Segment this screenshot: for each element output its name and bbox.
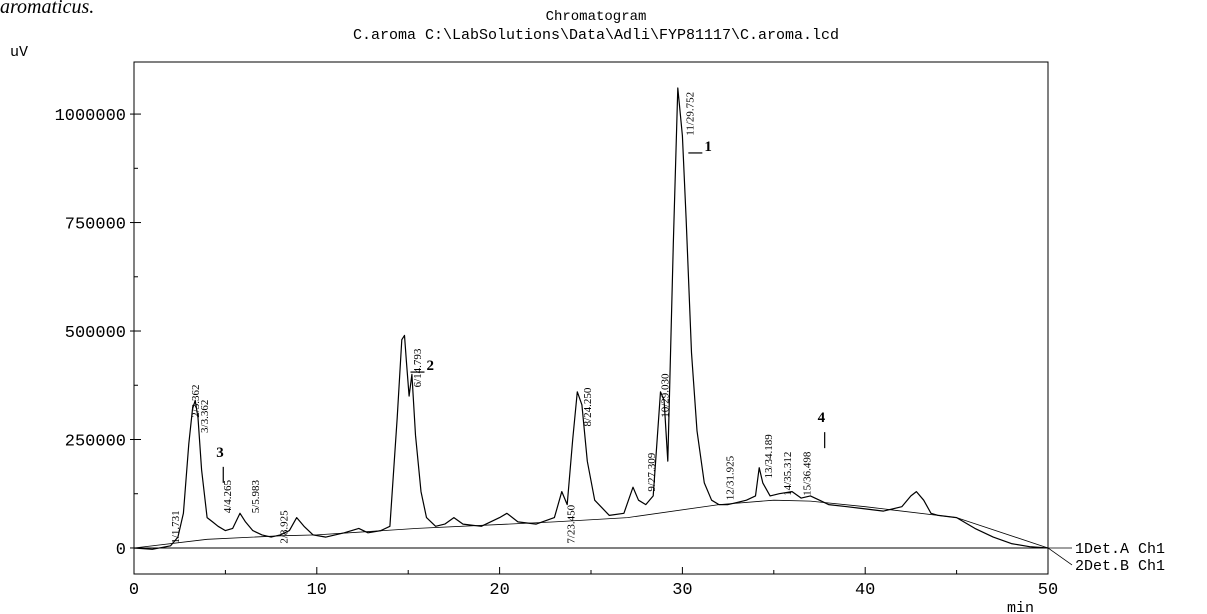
chart-subtitle: C.aroma C:\LabSolutions\Data\Adli\FYP811… [353,27,839,44]
x-tick-label-3: 30 [672,581,692,600]
series-line-0 [133,87,1049,550]
annotation-2: 2 [426,358,434,374]
y-tick-label-2: 500000 [65,324,126,343]
y-tick-label-0: 0 [116,541,126,560]
x-tick-label-2: 20 [489,581,509,600]
annotation-1: 1 [704,139,712,155]
x-axis-label: min [1007,600,1034,614]
peak-label-8: 7/23.450 [566,504,578,543]
peak-label-11: 10/29.030 [660,373,672,418]
peak-label-3: 3/3.362 [199,400,211,433]
x-tick-label-5: 50 [1038,581,1058,600]
peak-label-16: 15/36.498 [801,451,813,496]
peak-label-2: 2/3.362 [190,384,202,417]
x-axis-ticks: 0 10 20 30 40 50 [129,567,1058,600]
peak-label-10: 9/27.309 [646,452,658,491]
peak-label-12: 11/29.752 [684,92,696,136]
peak-label-14: 13/34.189 [763,434,775,479]
series-layer [133,87,1049,550]
peak-label-13: 12/31.925 [725,455,737,500]
y-tick-label-4: 1000000 [55,107,126,126]
caption-fragment: aromaticus. [0,0,95,18]
annotations: 1 2 3 4 [216,139,826,483]
y-axis-ticks: 0 250000 500000 750000 1000000 [55,107,141,560]
peak-label-5: 5/5.983 [250,479,262,513]
legend-entry-2: 2Det.B Ch1 [1075,558,1165,575]
plot-frame [133,61,1049,575]
integration-baseline [133,499,1049,549]
legend-leader-2 [1047,547,1073,566]
y-tick-label-1: 250000 [65,432,126,451]
peak-label-15: 14/35.312 [782,452,794,496]
baseline-layer [133,499,1049,549]
y-tick-label-3: 750000 [65,216,126,235]
x-tick-label-0: 0 [129,581,139,600]
y-axis-label: uV [10,44,28,61]
peak-label-9: 8/24.250 [582,387,594,426]
x-tick-label-4: 40 [855,581,875,600]
annotation-3: 3 [216,445,224,461]
peak-label-1: 1/1.731 [170,510,182,543]
legend-entry-1: 1Det.A Ch1 [1075,541,1165,558]
peak-label-4: 4/4.265 [222,479,234,513]
chart-title: Chromatogram [546,9,647,25]
peak-label-7: 6/14.793 [412,348,424,387]
annotation-4: 4 [818,410,826,426]
peak-label-6: 2/8.925 [279,510,291,544]
x-tick-label-1: 10 [307,581,327,600]
